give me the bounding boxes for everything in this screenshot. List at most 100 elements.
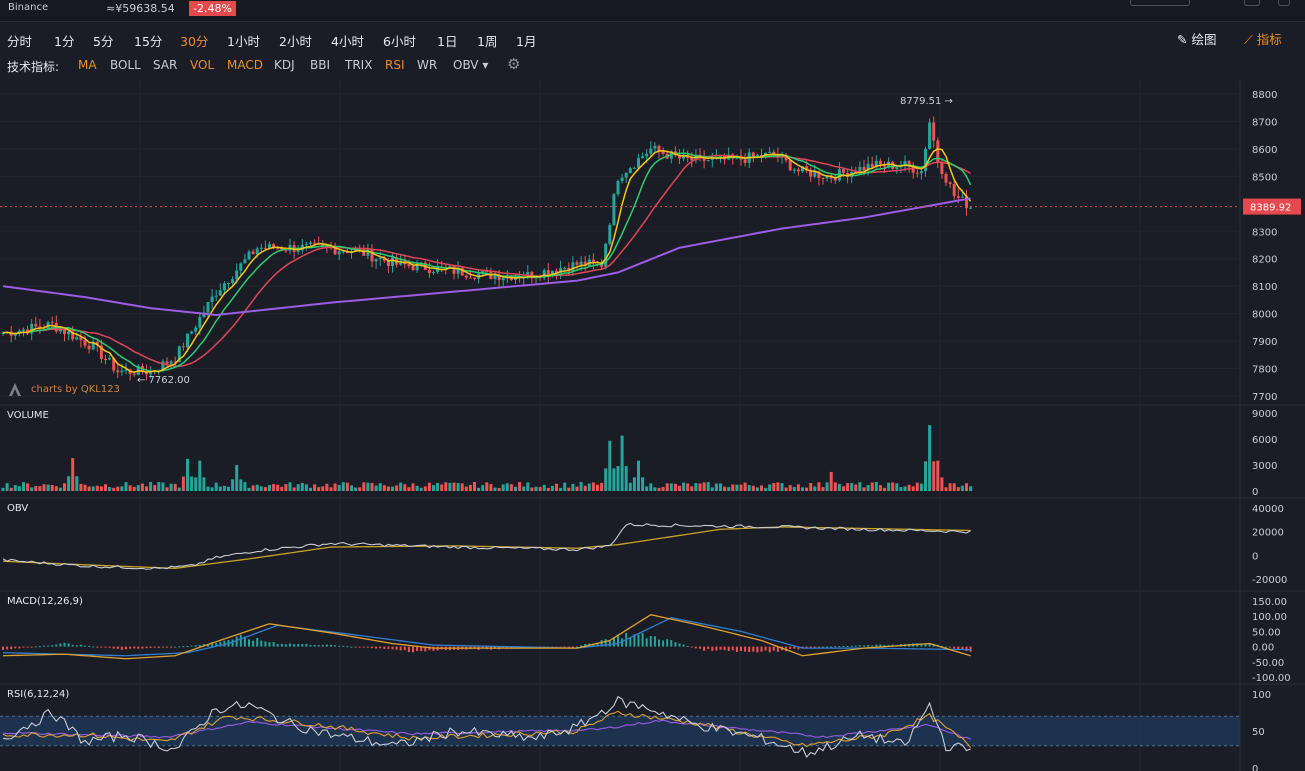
volume-bar: [309, 487, 312, 491]
volume-bar: [600, 482, 604, 491]
volume-bar: [87, 486, 91, 491]
volume-bar: [641, 477, 645, 491]
macd-histogram-bar: [198, 645, 201, 647]
indicator-macd[interactable]: MACD: [227, 58, 263, 72]
candle: [473, 277, 476, 279]
volume-bar: [477, 487, 481, 491]
volume-bar: [231, 479, 235, 491]
volume-bar: [583, 485, 587, 491]
volume-bar: [924, 461, 927, 491]
macd-histogram-bar: [395, 646, 398, 650]
candle: [341, 251, 345, 253]
volume-bar: [112, 487, 116, 491]
indicator-trix[interactable]: TRIX: [345, 58, 373, 72]
period-5[interactable]: 1小时: [227, 34, 260, 49]
period-6[interactable]: 2小时: [279, 34, 312, 49]
candle: [456, 267, 460, 274]
candle: [751, 152, 755, 157]
indicator-wr[interactable]: WR: [417, 58, 438, 72]
indicator-vol[interactable]: VOL: [190, 58, 215, 72]
price-tick-label: 7800: [1252, 365, 1277, 376]
period-4[interactable]: 30分: [180, 34, 209, 49]
volume-bar: [760, 485, 763, 491]
macd-histogram-bar: [580, 645, 583, 647]
volume-bar: [145, 486, 148, 491]
volume-bar: [866, 485, 870, 491]
volume-bar: [136, 485, 140, 491]
volume-bar: [669, 483, 673, 491]
candle: [222, 283, 226, 291]
volume-bar: [514, 486, 517, 491]
candle: [321, 244, 325, 246]
draw-button[interactable]: ✎ 绘图: [1177, 29, 1216, 48]
macd-histogram-bar: [133, 646, 136, 649]
indicator-ma[interactable]: MA: [78, 58, 97, 72]
period-10[interactable]: 1周: [477, 34, 498, 49]
volume-bar: [903, 486, 907, 491]
bookmark-icon[interactable]: [1278, 0, 1290, 6]
indicator-rsi[interactable]: RSI: [385, 58, 405, 72]
macd-histogram-bar: [850, 645, 853, 647]
macd-histogram-bar: [354, 646, 357, 648]
macd-histogram-bar: [666, 639, 669, 647]
indicator-boll[interactable]: BOLL: [110, 58, 141, 72]
volume-bar: [501, 484, 505, 491]
volume-bar: [952, 483, 956, 491]
period-11[interactable]: 1月: [516, 34, 537, 49]
indicator-obv[interactable]: OBV ▾: [453, 58, 489, 72]
volume-bar: [509, 484, 513, 491]
macd-histogram-bar: [6, 646, 9, 650]
macd-histogram-bar: [223, 640, 226, 647]
volume-bar: [354, 487, 358, 491]
macd-histogram-bar: [645, 638, 648, 647]
macd-histogram-bar: [334, 645, 337, 647]
macd-histogram-bar: [846, 645, 849, 647]
period-9[interactable]: 1日: [437, 34, 458, 49]
macd-histogram-bar: [961, 646, 964, 650]
macd-histogram-bar: [170, 646, 173, 648]
macd-histogram-bar: [141, 646, 144, 649]
volume-bar: [645, 486, 649, 491]
candle: [755, 154, 759, 157]
period-0[interactable]: 分时: [7, 34, 33, 49]
macd-histogram-bar: [30, 646, 33, 648]
macd-histogram-bar: [47, 645, 50, 647]
period-7[interactable]: 4小时: [331, 34, 364, 49]
candle: [878, 160, 882, 165]
volume-bar: [899, 487, 903, 491]
macd-histogram-bar: [178, 646, 181, 648]
candle: [895, 167, 899, 169]
period-1[interactable]: 1分: [54, 34, 75, 49]
indicator-sar[interactable]: SAR: [153, 58, 178, 72]
period-8[interactable]: 6小时: [383, 34, 416, 49]
volume-bar: [358, 487, 362, 491]
macd-tick-label: 150.00: [1252, 597, 1287, 608]
indicator-bbi[interactable]: BBI: [310, 58, 331, 72]
volume-bar: [243, 482, 247, 491]
period-3[interactable]: 15分: [134, 34, 163, 49]
indicator-kdj[interactable]: KDJ: [274, 58, 295, 72]
candle: [768, 151, 772, 153]
indicator-settings-icon[interactable]: ⚙: [507, 55, 521, 73]
top-control-button[interactable]: [1130, 0, 1190, 6]
candle: [604, 243, 608, 267]
indicators-button[interactable]: ⟋ 指标: [1244, 29, 1282, 48]
fullscreen-icon[interactable]: [1244, 0, 1260, 6]
macd-histogram-bar: [211, 642, 214, 647]
volume-bar: [71, 458, 75, 491]
macd-histogram-bar: [928, 643, 931, 647]
volume-bar: [538, 487, 542, 491]
candle: [415, 263, 419, 271]
candle: [952, 184, 956, 197]
candle: [235, 270, 239, 280]
macd-histogram-bar: [813, 646, 816, 648]
volume-bar: [542, 484, 546, 491]
macd-histogram-bar: [953, 646, 956, 649]
period-2[interactable]: 5分: [93, 34, 114, 49]
macd-histogram-bar: [740, 646, 742, 651]
macd-histogram-bar: [805, 646, 808, 648]
macd-tick-label: 50.00: [1252, 627, 1281, 638]
macd-histogram-bar: [584, 643, 587, 647]
macd-histogram-bar: [875, 644, 878, 647]
